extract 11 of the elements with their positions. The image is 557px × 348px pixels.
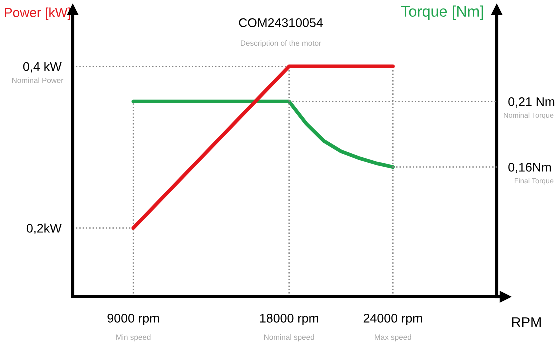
x-tick-label: 18000 rpm — [260, 314, 318, 326]
x-tick-label: 24000 rpm — [364, 314, 422, 326]
y-tick-label: 0,2kW — [26, 224, 62, 234]
y-tick-label: 0,4 kW — [23, 62, 62, 73]
y2-axis-title: Torque [Nm] — [401, 6, 484, 20]
y2-tick-label: 0,21 Nm — [508, 98, 555, 108]
text: COM24310054 — [239, 18, 324, 28]
line-series — [132, 100, 395, 170]
x-axis-title: RPM — [512, 318, 541, 328]
y2-tick-label: 0,16Nm — [508, 163, 552, 174]
x-tick-label: 9000 rpm — [108, 314, 160, 326]
